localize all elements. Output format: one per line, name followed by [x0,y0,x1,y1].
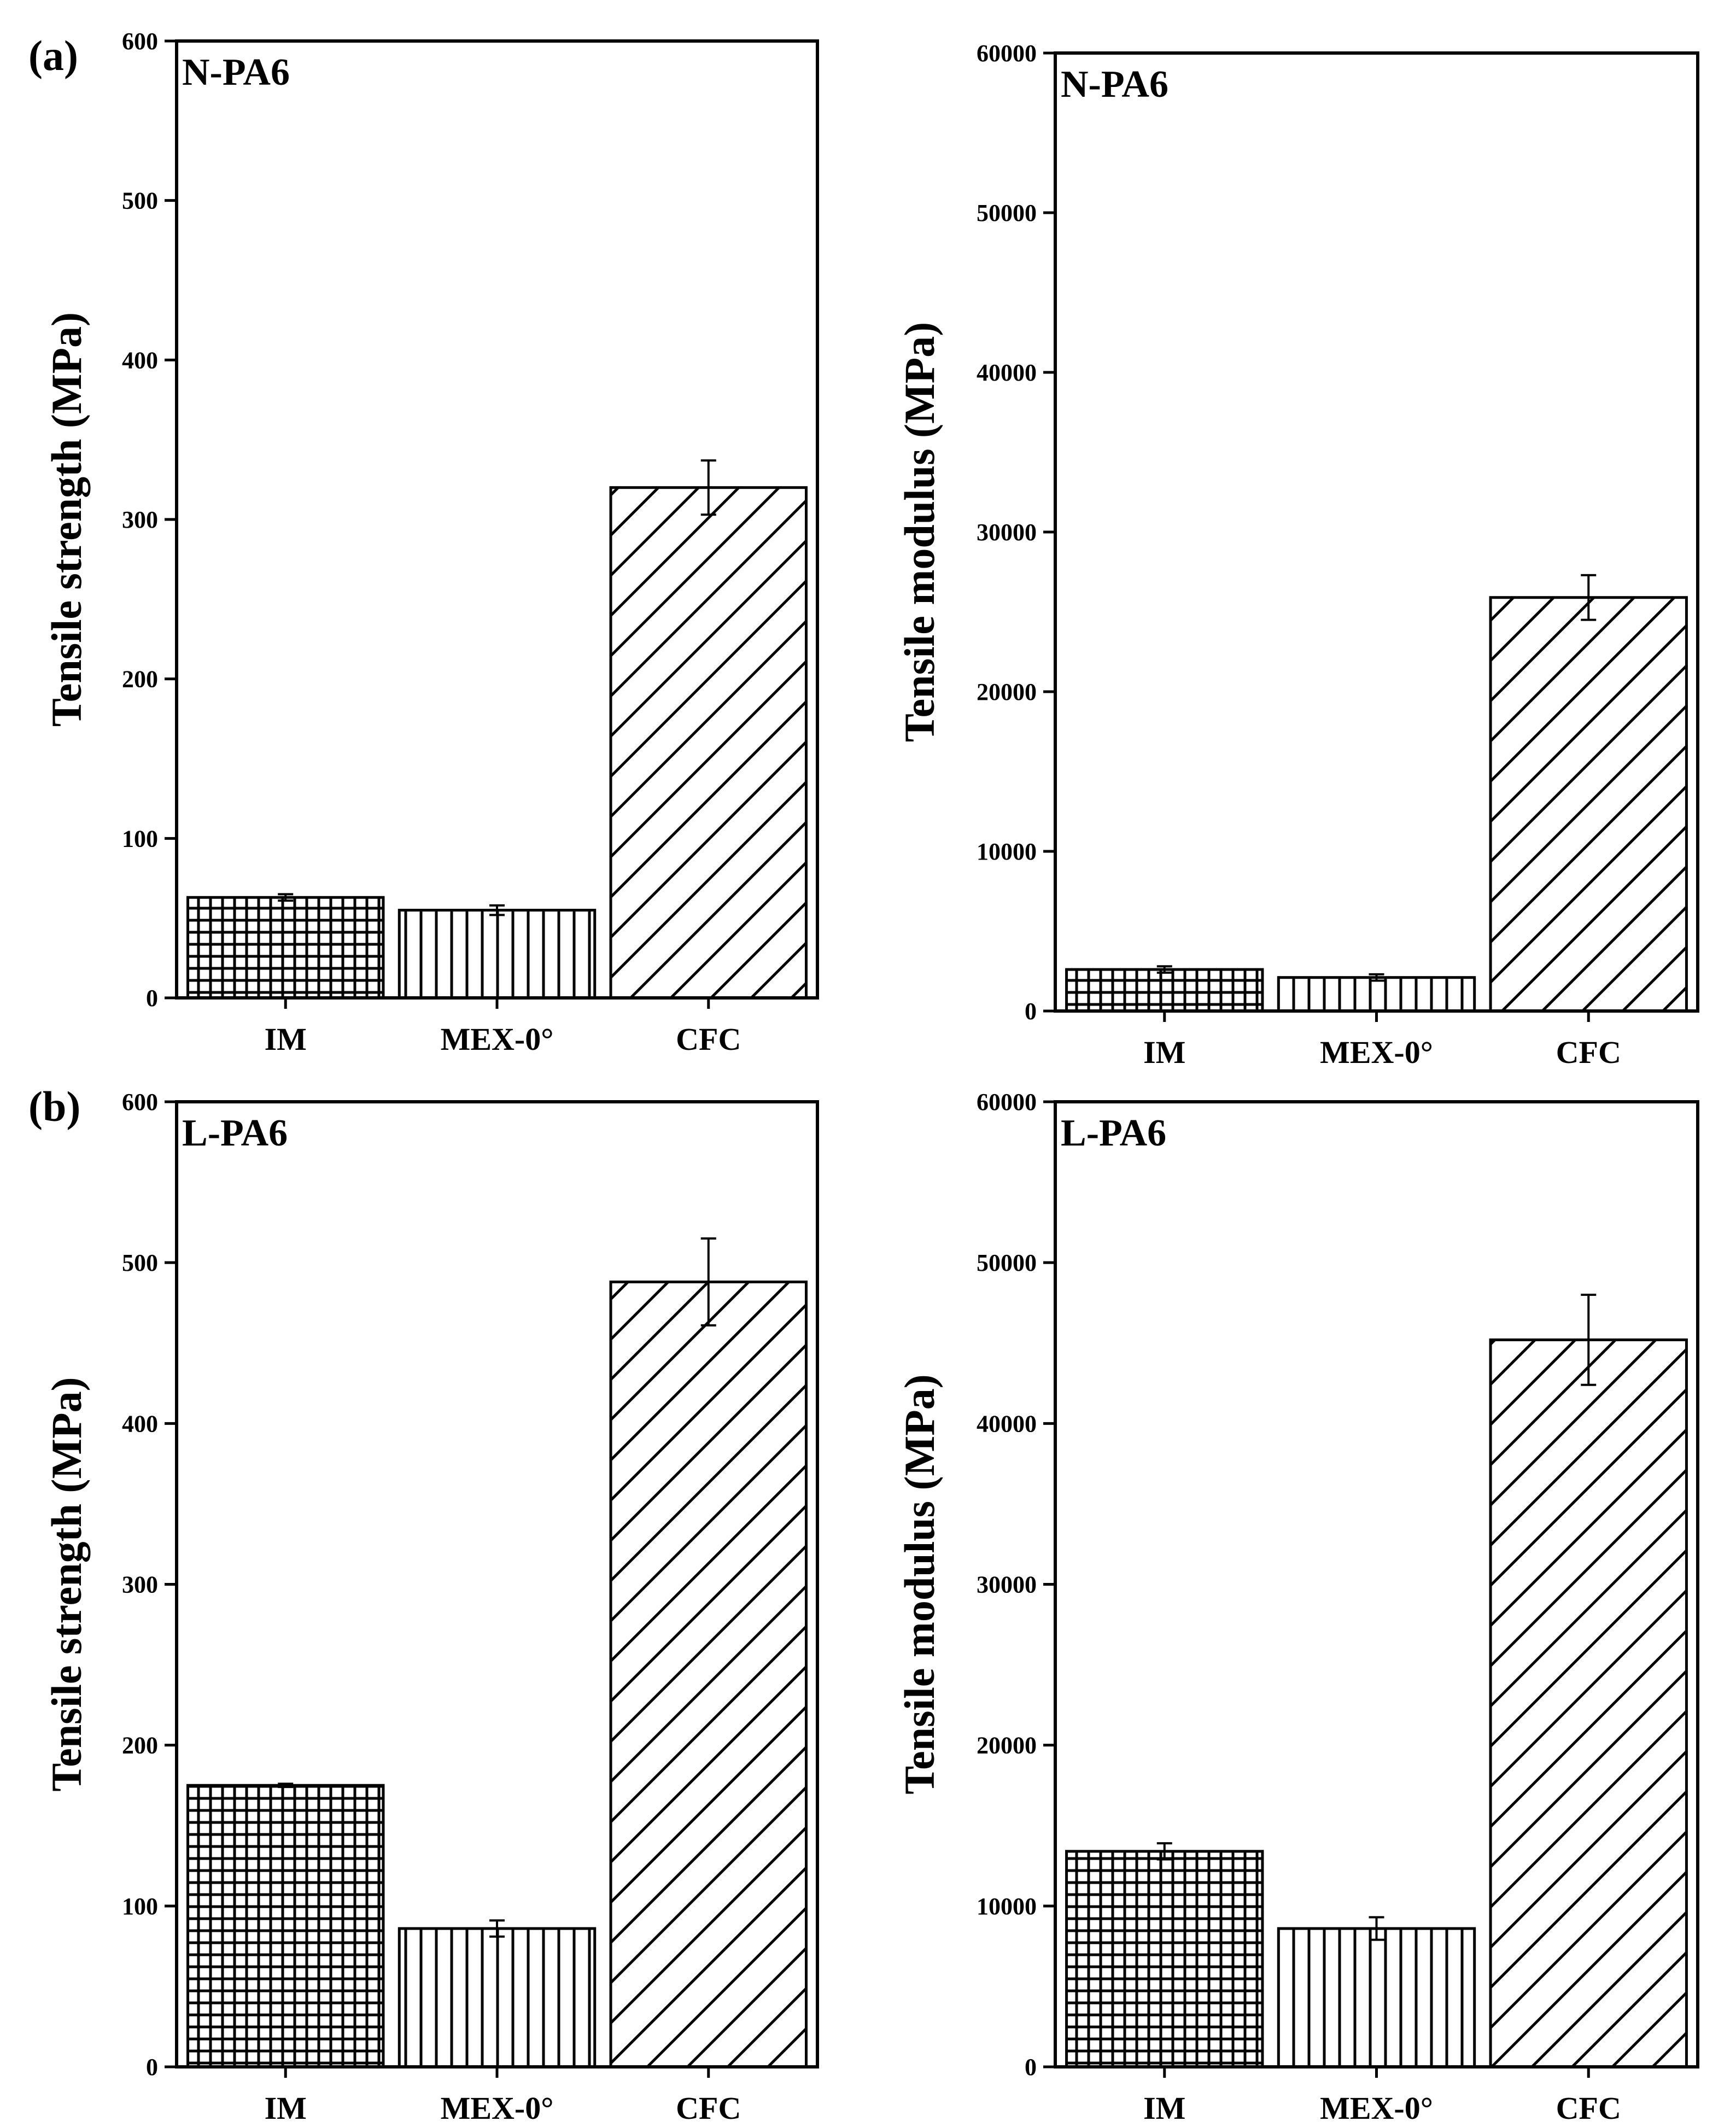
x-tick-label-mex-0: MEX-0° [1320,1035,1433,1070]
bar-cfc [1489,596,1688,1013]
y-tick-label: 20000 [977,679,1037,705]
y-tick-label: 40000 [977,359,1037,386]
bar-mex-0 [398,909,597,1000]
y-tick-label: 200 [122,666,158,693]
x-tick-label-im: IM [1143,2090,1185,2126]
y-axis-label: Tensile modulus (MPa) [896,1374,943,1795]
bar-im [1065,968,1264,1013]
bar-im [186,1784,385,2068]
y-tick-label: 500 [122,1249,158,1276]
y-tick-label: 600 [122,1089,158,1115]
y-tick-label: 500 [122,188,158,214]
y-tick-label: 40000 [977,1410,1037,1437]
y-tick-label: 50000 [977,200,1037,226]
y-tick-label: 200 [122,1732,158,1759]
panel-label-a: (a) [28,32,78,79]
bar-mex-0 [398,1927,597,2068]
error-bar-mex-0 [489,904,505,916]
panel-label-b: (b) [28,1083,80,1130]
y-axis-label: Tensile strength (MPa) [43,312,90,727]
error-bar-im [1156,965,1172,974]
error-bar-im [278,893,294,902]
y-tick-label: 20000 [977,1732,1037,1759]
y-tick-label: 0 [1025,2054,1037,2081]
chart-title: L-PA6 [182,1112,288,1154]
bar-im [186,896,385,1000]
bar-mex-0 [1277,976,1476,1013]
x-tick-label-mex-0: MEX-0° [441,2090,554,2126]
chart-l-pa6-tensile-modulus: IM MEX-0° CFC 0 10000 20000 30000 40000 50000 600… [896,1089,1699,2126]
y-tick-label: 300 [122,506,158,533]
error-bar-im [1156,1842,1172,1861]
x-tick-label-cfc: CFC [1556,1035,1621,1070]
error-bar-mex-0 [489,1919,505,1938]
y-axis-label: Tensile modulus (MPa) [896,322,943,743]
plot-frame [175,1100,819,2068]
x-tick-label-cfc: CFC [676,1021,741,1057]
x-tick-label-mex-0: MEX-0° [1320,2090,1433,2126]
y-tick-label: 400 [122,347,158,373]
y-tick-label: 50000 [977,1249,1037,1276]
y-tick-label: 30000 [977,1571,1037,1598]
chart-n-pa6-tensile-modulus: IM MEX-0° CFC 0 10000 20000 30000 40000 50000 600… [896,40,1699,1070]
error-bar-cfc [700,459,716,516]
error-bar-mex-0 [1369,1916,1384,1941]
y-tick-label: 300 [122,1571,158,1598]
y-tick-label: 60000 [977,40,1037,67]
y-tick-label: 60000 [977,1089,1037,1115]
y-tick-label: 100 [122,825,158,852]
error-bar-cfc [700,1237,716,1327]
bar-cfc [609,486,808,1000]
y-tick-label: 10000 [977,1893,1037,1920]
plot-frame [1054,51,1699,1013]
chart-n-pa6-tensile-strength: IM MEX-0° CFC 0 100 200 300 400 500 600 N-PA6 Tensi… [43,28,819,1057]
y-tick-label: 0 [146,2054,158,2081]
y-axis-label: Tensile strength (MPa) [43,1377,90,1791]
error-bar-cfc [1581,1294,1597,1386]
error-bar-im [278,1783,294,1789]
x-tick-label-mex-0: MEX-0° [441,1021,554,1057]
y-tick-label: 600 [122,28,158,55]
chart-title: N-PA6 [182,51,290,94]
plot-frame [175,39,819,1000]
bar-mex-0 [1277,1927,1476,2068]
plot-frame [1054,1100,1699,2068]
chart-title: N-PA6 [1061,63,1168,106]
x-tick-label-cfc: CFC [676,2090,741,2126]
error-bar-mex-0 [1369,973,1384,982]
y-tick-label: 30000 [977,519,1037,546]
chart-title: L-PA6 [1061,1112,1166,1154]
x-tick-label-im: IM [1143,1035,1185,1070]
y-tick-label: 0 [146,985,158,1012]
x-tick-label-im: IM [265,2090,307,2126]
x-tick-label-im: IM [265,1021,307,1057]
bar-im [1065,1850,1264,2068]
y-tick-label: 10000 [977,838,1037,865]
error-bar-cfc [1581,574,1597,621]
y-tick-label: 100 [122,1893,158,1920]
bar-cfc [609,1280,808,2068]
y-tick-label: 400 [122,1410,158,1437]
chart-l-pa6-tensile-strength: IM MEX-0° CFC 0 100 200 300 400 500 600 L-PA6 Tensi… [43,1089,819,2126]
x-tick-label-cfc: CFC [1556,2090,1621,2126]
y-tick-label: 0 [1025,998,1037,1025]
bar-cfc [1489,1338,1688,2068]
